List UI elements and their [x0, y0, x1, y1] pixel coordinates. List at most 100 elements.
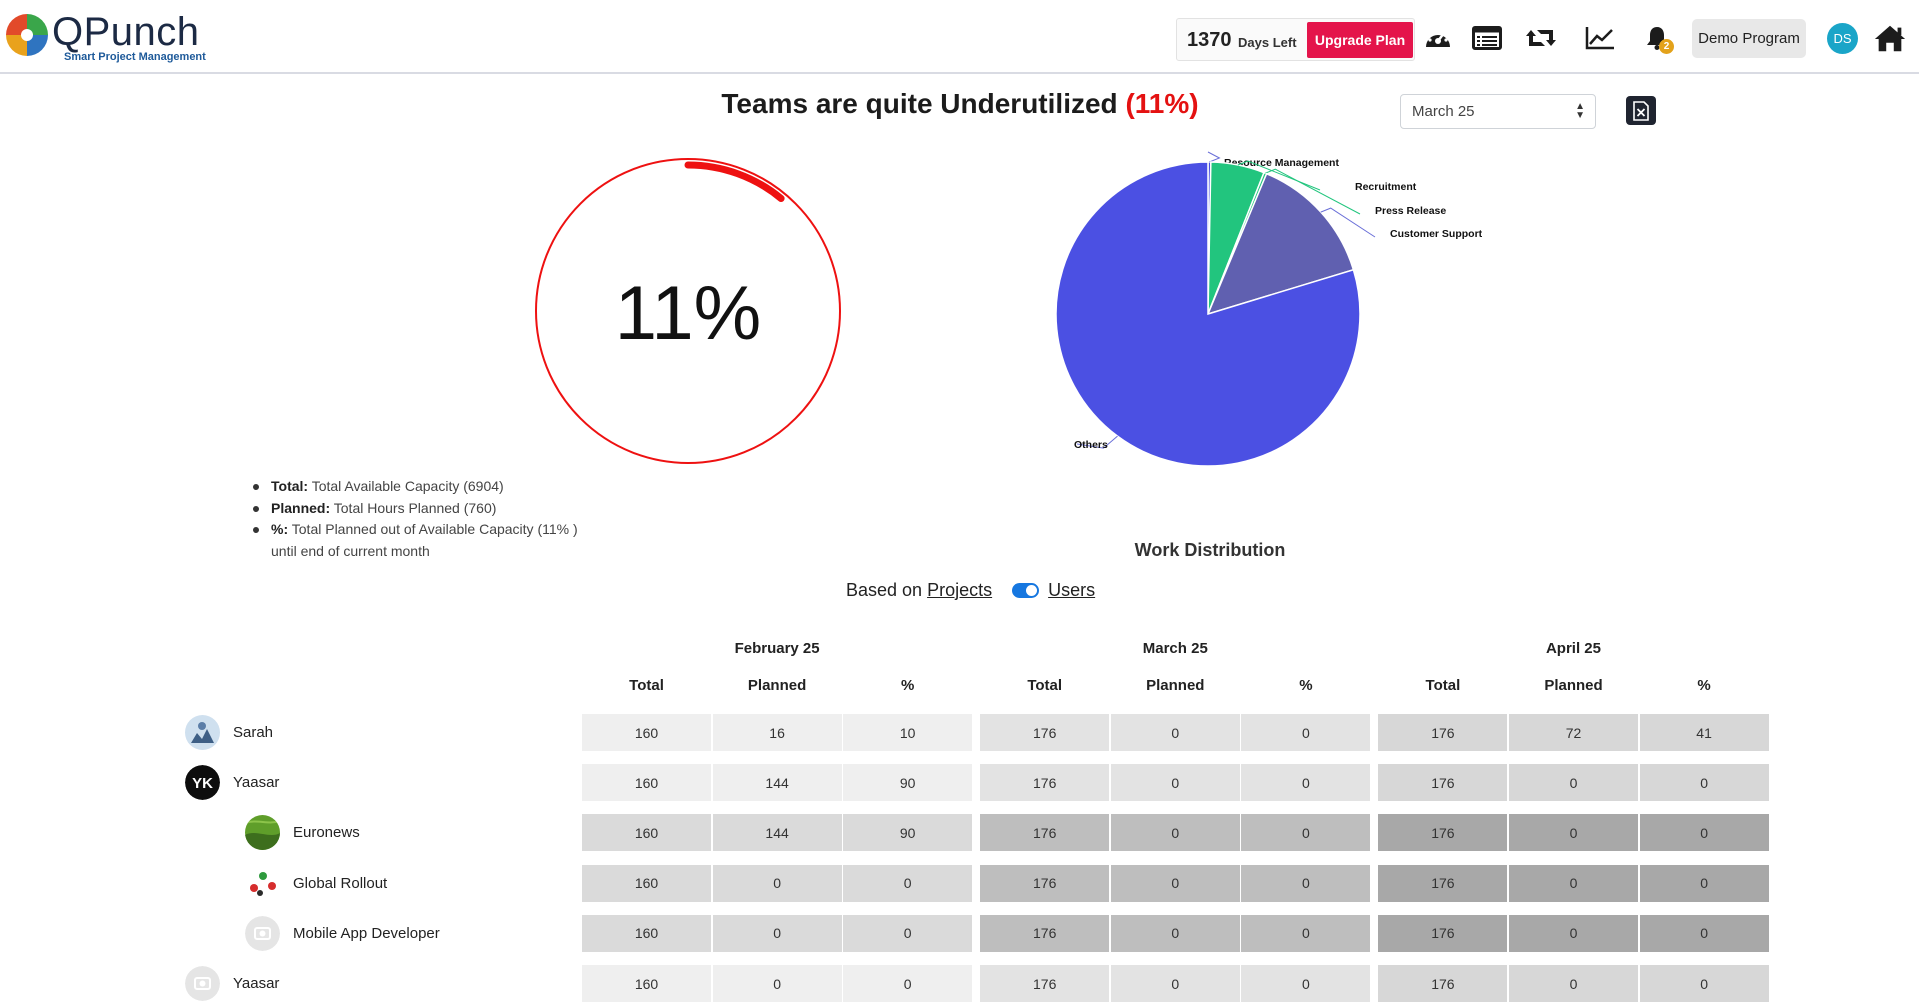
column-header: Total — [629, 677, 664, 694]
table-cell: 160 — [582, 814, 711, 852]
pie-label: Press Release — [1375, 205, 1446, 217]
retweet-sync-icon[interactable] — [1524, 22, 1558, 54]
table-cell: 176 — [1378, 764, 1508, 802]
table-cell: 0 — [1241, 965, 1371, 1002]
row-name[interactable]: Global Rollout — [293, 874, 388, 892]
utilization-gauge — [535, 158, 841, 464]
table-cell: 0 — [1110, 914, 1240, 952]
utilization-title-pct: (11%) — [1125, 88, 1199, 119]
utilization-title-text: Teams are quite Underutilized — [721, 88, 1118, 119]
month-select[interactable]: March 25 ▲ ▼ — [1400, 94, 1596, 129]
table-cell: 0 — [843, 864, 973, 902]
table-cell: 176 — [1378, 814, 1508, 852]
export-excel-button[interactable] — [1626, 96, 1656, 125]
table-cell: 176 — [980, 714, 1110, 751]
column-header: Planned — [1146, 677, 1205, 694]
table-cell: 0 — [1509, 965, 1638, 1002]
row-avatar — [245, 815, 280, 851]
column-header: Planned — [747, 677, 807, 694]
table-cell: 0 — [712, 965, 842, 1002]
logo-mark-icon — [6, 14, 48, 56]
legend-item-planned: Planned: Total Hours Planned (760) — [253, 498, 593, 520]
projects-users-switch[interactable] — [1012, 582, 1040, 598]
row-avatar: YK — [185, 765, 220, 801]
program-selector-button[interactable]: Demo Program — [1692, 19, 1806, 58]
month-select-value: March 25 — [1412, 103, 1475, 120]
pie-label: Others — [1074, 439, 1108, 451]
days-left-label: Days Left — [1238, 35, 1297, 50]
row-avatar — [245, 865, 280, 901]
table-cell: 90 — [843, 814, 973, 852]
row-name[interactable]: Yaasar — [233, 774, 280, 792]
table-cell: 16 — [712, 714, 842, 751]
table-cell: 0 — [843, 914, 973, 952]
dashboard-gauge-icon[interactable] — [1421, 22, 1455, 54]
table-cell: 0 — [1639, 814, 1769, 852]
bell-icon[interactable]: 2 — [1640, 22, 1674, 54]
svg-text:YK: YK — [192, 775, 213, 792]
work-distribution-pie: Resource Management Recruitment Press Rele… — [1055, 151, 1483, 467]
table-cell: 176 — [980, 914, 1110, 952]
users-link[interactable]: Users — [1048, 579, 1096, 600]
table-cell: 0 — [843, 965, 973, 1002]
pie-leader-line — [1265, 168, 1361, 215]
table-cell: 0 — [1241, 914, 1371, 952]
excel-file-icon — [1633, 100, 1649, 121]
table-cell: 160 — [582, 714, 711, 751]
table-cell: 0 — [1639, 914, 1769, 952]
subscription-box: 1370 Days Left Upgrade Plan — [1176, 18, 1415, 61]
table-cell: 0 — [712, 914, 842, 952]
table-cell: 176 — [980, 965, 1110, 1002]
pie-label: Customer Support — [1390, 228, 1483, 240]
pie-label: Recruitment — [1355, 181, 1417, 193]
table-cell: 0 — [1241, 764, 1371, 802]
table-cell: 0 — [1639, 864, 1769, 902]
home-icon[interactable] — [1873, 22, 1907, 54]
legend-item-percent: %: Total Planned out of Available Capaci… — [253, 519, 593, 562]
toggle-prefix: Based on — [846, 579, 923, 600]
table-cell: 41 — [1639, 714, 1769, 751]
table-cell: 90 — [843, 764, 973, 802]
row-name[interactable]: Yaasar — [233, 975, 280, 992]
logo-tagline: Smart Project Management — [64, 51, 206, 63]
column-header: % — [1697, 677, 1711, 694]
upgrade-plan-button[interactable]: Upgrade Plan — [1307, 22, 1413, 58]
user-avatar[interactable]: DS — [1827, 23, 1858, 54]
notification-count-badge: 2 — [1659, 39, 1674, 54]
table-cell: 176 — [1378, 714, 1508, 751]
table-cell: 160 — [582, 914, 711, 952]
legend-item-total: Total: Total Available Capacity (6904) — [253, 476, 593, 498]
table-cell: 0 — [1110, 814, 1240, 852]
line-chart-icon[interactable] — [1583, 22, 1617, 54]
table-cell: 0 — [1509, 914, 1638, 952]
row-avatar — [245, 915, 280, 951]
table-cell: 0 — [1110, 714, 1240, 751]
row-name[interactable]: Mobile App Developer — [293, 924, 440, 942]
projects-link[interactable]: Projects — [927, 579, 993, 600]
days-left-number: 1370 — [1187, 29, 1232, 51]
row-name[interactable]: Euronews — [293, 824, 360, 842]
table-cell: 0 — [1110, 764, 1240, 802]
qpunch-logo[interactable]: QPunch Smart Project Management — [4, 10, 206, 66]
gauge-progress-arc — [684, 161, 785, 202]
table-cell: 0 — [1110, 864, 1240, 902]
table-cell: 176 — [1378, 914, 1508, 952]
table-cell: 0 — [1639, 965, 1769, 1002]
table-cell: 0 — [712, 864, 842, 902]
table-cell: 10 — [843, 714, 973, 751]
row-name[interactable]: Sarah — [233, 724, 274, 741]
utilization-title: Teams are quite Underutilized (11%) — [500, 88, 1420, 120]
table-cell: 176 — [980, 764, 1110, 802]
list-view-icon[interactable] — [1470, 22, 1504, 54]
table-cell: 0 — [1110, 965, 1240, 1002]
table-cell: 160 — [582, 764, 711, 802]
pie-slice-others[interactable] — [1055, 161, 1361, 467]
table-cell: 0 — [1509, 764, 1638, 802]
table-cell: 160 — [582, 965, 711, 1002]
gauge-value: 11% — [614, 271, 762, 356]
table-cell: 72 — [1509, 714, 1638, 751]
column-header: % — [1299, 677, 1313, 694]
table-cell: 144 — [712, 764, 842, 802]
month-header: March 25 — [1142, 640, 1208, 657]
table-cell: 160 — [582, 864, 711, 902]
